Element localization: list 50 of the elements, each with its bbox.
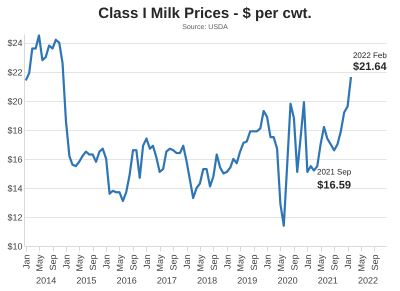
x-tick-label: May	[316, 254, 326, 272]
x-tick-label: Jan	[21, 254, 32, 270]
x-tick-label: Jan	[182, 254, 192, 270]
x-tick-label: May	[356, 254, 366, 272]
x2-tick-label: 2021	[318, 276, 338, 286]
x-tick-label: Sep	[208, 254, 219, 271]
x-tick-label: Sep	[88, 254, 98, 271]
x-tick-label: May	[276, 254, 286, 272]
x-tick-label: May	[195, 254, 206, 272]
x-tick-label: Sep	[249, 254, 260, 271]
x-tick-label: May	[34, 254, 44, 272]
x2-tick-label: 2014	[36, 276, 56, 286]
chart-title: Class I Milk Prices - $ per cwt.	[98, 5, 312, 22]
x-tick-label: Sep	[370, 254, 380, 271]
x-tick-label: Jan	[262, 254, 273, 270]
x-tick-label: May	[74, 254, 85, 272]
x-tick-label: Jan	[302, 254, 313, 270]
x-tick-label: Sep	[168, 254, 179, 271]
x-tick-label: Jan	[222, 254, 232, 270]
x2-tick-label: 2019	[237, 276, 258, 286]
y-tick-label: $14	[7, 183, 22, 194]
x-tick-label: Sep	[48, 254, 58, 271]
x-tick-label: May	[155, 254, 166, 272]
x2-tick-label: 2016	[116, 276, 137, 286]
y-tick-label: $10	[7, 242, 22, 252]
x-tick-label: May	[236, 254, 246, 272]
y-tick-label: $18	[7, 125, 22, 136]
y-tick-label: $24	[7, 38, 22, 48]
y-tick-label: $22	[7, 67, 22, 78]
line-series	[24, 34, 352, 227]
x-tick-label: Sep	[330, 254, 340, 271]
annotation: 2022 Feb	[352, 50, 388, 60]
x2-tick-label: 2020	[278, 276, 298, 286]
x-tick-label: Jan	[61, 254, 72, 270]
x-tick-label: Jan	[142, 254, 152, 270]
x2-tick-label: 2017	[156, 276, 177, 286]
x2-tick-label: 2015	[76, 276, 96, 286]
y-tick-label: $12	[7, 212, 22, 222]
x-tick-label: Sep	[128, 254, 139, 271]
annotation: $21.64	[352, 60, 388, 73]
y-tick-label: $20	[7, 96, 22, 106]
x-tick-label: Jan	[102, 254, 112, 270]
x2-tick-label: 2018	[197, 276, 218, 286]
x2-tick-label: 2022	[358, 276, 378, 286]
x-tick-label: May	[114, 254, 125, 272]
annotation: 2021 Sep	[316, 167, 352, 176]
x-tick-label: Jan	[343, 254, 354, 270]
annotation: $16.59	[317, 179, 351, 192]
y-tick-label: $16	[7, 154, 22, 164]
x-tick-label: Sep	[289, 254, 300, 271]
